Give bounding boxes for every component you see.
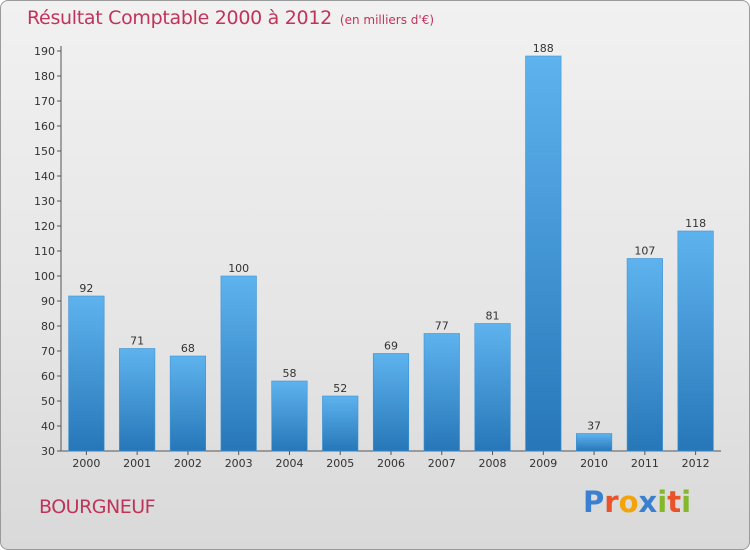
bars-group bbox=[68, 55, 714, 452]
bar-2002 bbox=[169, 355, 206, 452]
y-tick-label: 170 bbox=[34, 95, 55, 108]
y-tick-label: 90 bbox=[41, 295, 55, 308]
data-label-2005: 52 bbox=[333, 382, 347, 395]
data-label-2003: 100 bbox=[228, 262, 249, 275]
x-tick-label-2009: 2009 bbox=[529, 457, 557, 470]
title-text: Résultat Comptable 2000 à 2012 bbox=[27, 7, 332, 29]
bar-2011 bbox=[626, 258, 663, 452]
y-tick-label: 100 bbox=[34, 270, 55, 283]
data-label-2010: 37 bbox=[587, 420, 601, 433]
y-tick-label: 150 bbox=[34, 145, 55, 158]
y-tick-label: 30 bbox=[41, 445, 55, 458]
chart-title: Résultat Comptable 2000 à 2012 (en millie… bbox=[27, 7, 434, 29]
y-tick-label: 60 bbox=[41, 370, 55, 383]
x-tick-label-2005: 2005 bbox=[326, 457, 354, 470]
data-labels-group: 92 71 68 100 58 52 69 77 81 188 37 107 118 bbox=[79, 42, 706, 433]
title-subtitle: (en milliers d'€) bbox=[339, 13, 435, 27]
y-tick-label: 190 bbox=[34, 45, 55, 58]
x-tick-label-2002: 2002 bbox=[174, 457, 202, 470]
data-label-2012: 118 bbox=[685, 217, 706, 230]
data-label-2009: 188 bbox=[533, 42, 554, 55]
bar-2010 bbox=[576, 433, 613, 452]
logo-letter: r bbox=[604, 485, 619, 519]
data-label-2004: 58 bbox=[282, 367, 296, 380]
bar-2012 bbox=[677, 230, 714, 452]
y-tick-label: 70 bbox=[41, 345, 55, 358]
bar-2005 bbox=[322, 395, 359, 452]
bar-2000 bbox=[68, 295, 105, 452]
x-tick-label-2012: 2012 bbox=[682, 457, 710, 470]
logo-letter: i bbox=[657, 485, 668, 519]
bar-2006 bbox=[372, 353, 410, 452]
data-label-2007: 77 bbox=[435, 320, 449, 333]
x-tick-label-2008: 2008 bbox=[479, 457, 507, 470]
data-label-2008: 81 bbox=[486, 310, 500, 323]
y-tick-label: 40 bbox=[41, 420, 55, 433]
logo-letter: x bbox=[638, 485, 658, 519]
proxiti-logo: Proxiti bbox=[583, 485, 691, 519]
bar-2001 bbox=[119, 348, 156, 452]
x-tick-label-2011: 2011 bbox=[631, 457, 659, 470]
x-tick-label-2000: 2000 bbox=[72, 457, 100, 470]
x-tick-label-2001: 2001 bbox=[123, 457, 151, 470]
y-tick-label: 50 bbox=[41, 395, 55, 408]
data-label-2001: 71 bbox=[130, 335, 144, 348]
town-name: BOURGNEUF bbox=[39, 496, 156, 518]
data-label-2006: 69 bbox=[384, 340, 398, 353]
x-tick-label-2006: 2006 bbox=[377, 457, 405, 470]
y-tick-label: 80 bbox=[41, 320, 55, 333]
logo-letter: P bbox=[583, 485, 605, 519]
x-tick-label-2003: 2003 bbox=[225, 457, 253, 470]
data-label-2000: 92 bbox=[79, 282, 93, 295]
y-tick-label: 180 bbox=[34, 70, 55, 83]
logo-letter: t bbox=[667, 485, 682, 519]
bar-2007 bbox=[423, 333, 460, 452]
bar-2003 bbox=[220, 275, 257, 452]
y-tick-label: 160 bbox=[34, 120, 55, 133]
data-label-2011: 107 bbox=[634, 245, 655, 258]
bar-2008 bbox=[474, 323, 511, 452]
x-tick-label-2010: 2010 bbox=[580, 457, 608, 470]
bar-2004 bbox=[271, 380, 308, 452]
bar-2009 bbox=[525, 55, 562, 452]
y-tick-label: 130 bbox=[34, 195, 55, 208]
y-tick-label: 110 bbox=[34, 245, 55, 258]
y-tick-label: 140 bbox=[34, 170, 55, 183]
y-tick-label: 120 bbox=[34, 220, 55, 233]
logo-letter: o bbox=[618, 485, 639, 519]
x-tick-label-2007: 2007 bbox=[428, 457, 456, 470]
x-tick-label-2004: 2004 bbox=[275, 457, 303, 470]
data-label-2002: 68 bbox=[181, 342, 195, 355]
logo-letter: i bbox=[681, 485, 692, 519]
